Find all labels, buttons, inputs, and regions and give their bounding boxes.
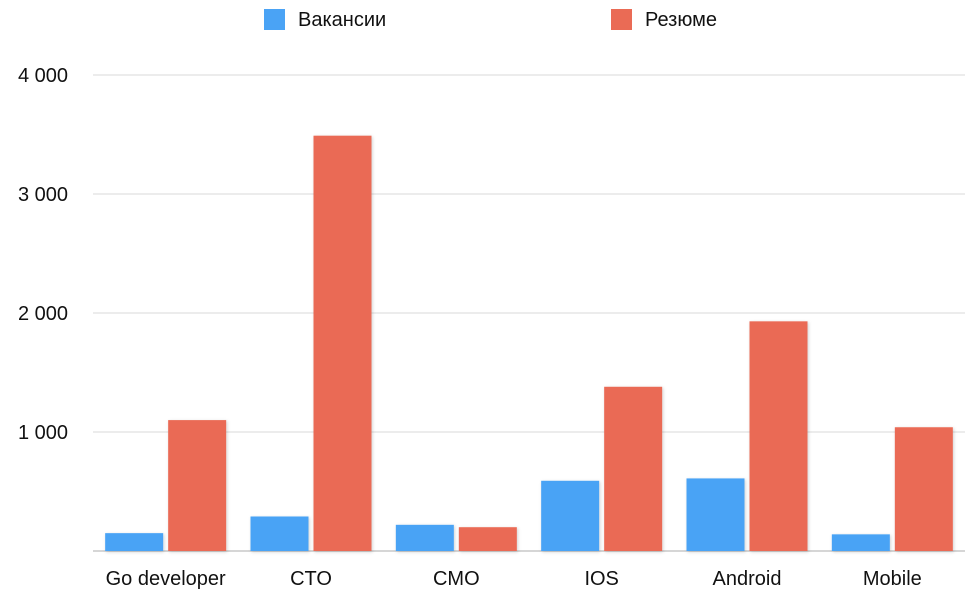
bar-resumes [313, 135, 372, 551]
bar-vacancies [250, 516, 309, 551]
bar-vacancies [541, 480, 600, 551]
legend-swatch [264, 9, 285, 30]
bar-vacancies [105, 533, 164, 551]
x-category-label: Go developer [106, 568, 226, 590]
bar-resumes [894, 427, 953, 551]
legend-swatch [611, 9, 632, 30]
bar-vacancies [831, 534, 890, 551]
bar-resumes [458, 527, 517, 551]
x-axis-category-labels: Go developer CTO CMO IOS Android Mobile [106, 568, 922, 590]
legend-label: Вакансии [298, 9, 386, 31]
chart-legend: Вакансии Резюме [264, 9, 717, 31]
bar-resumes [168, 420, 227, 551]
x-category-label: CTO [290, 568, 332, 590]
bar-vacancies [395, 524, 454, 551]
x-category-label: Mobile [863, 568, 922, 590]
bars [105, 135, 953, 551]
y-gridlines [93, 74, 965, 552]
y-tick-label: 3 000 [18, 184, 68, 206]
y-axis-tick-labels: 1 000 2 000 3 000 4 000 [18, 65, 68, 444]
x-category-label: Android [713, 568, 782, 590]
bar-resumes [749, 321, 808, 551]
y-tick-label: 1 000 [18, 422, 68, 444]
bar-resumes [604, 386, 663, 551]
y-tick-label: 4 000 [18, 65, 68, 87]
x-category-label: IOS [584, 568, 618, 590]
bar-vacancies [686, 478, 745, 551]
x-category-label: CMO [433, 568, 480, 590]
y-tick-label: 2 000 [18, 303, 68, 325]
legend-label: Резюме [645, 9, 717, 31]
